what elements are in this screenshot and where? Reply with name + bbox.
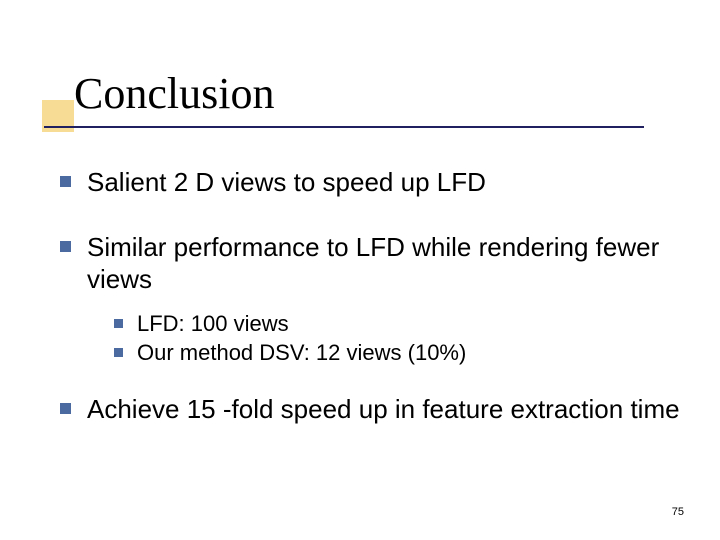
slide: Conclusion Salient 2 D views to speed up… — [0, 0, 720, 540]
square-bullet-icon — [114, 348, 123, 357]
slide-body: Salient 2 D views to speed up LFD Simila… — [60, 166, 680, 425]
bullet-item: Salient 2 D views to speed up LFD — [60, 166, 680, 199]
sub-bullet-group: LFD: 100 views Our method DSV: 12 views … — [114, 310, 680, 367]
slide-number: 75 — [672, 506, 684, 518]
bullet-item: Achieve 15 -fold speed up in feature ext… — [60, 393, 680, 426]
slide-title: Conclusion — [74, 68, 274, 119]
bullet-text: Similar performance to LFD while renderi… — [87, 231, 680, 296]
square-bullet-icon — [60, 241, 71, 252]
sub-bullet-item: Our method DSV: 12 views (10%) — [114, 339, 680, 367]
bullet-text: Achieve 15 -fold speed up in feature ext… — [87, 393, 680, 426]
square-bullet-icon — [60, 403, 71, 414]
sub-bullet-text: Our method DSV: 12 views (10%) — [137, 339, 466, 367]
square-bullet-icon — [114, 319, 123, 328]
sub-bullet-item: LFD: 100 views — [114, 310, 680, 338]
bullet-item: Similar performance to LFD while renderi… — [60, 231, 680, 296]
title-wrap: Conclusion — [74, 68, 274, 119]
sub-bullet-text: LFD: 100 views — [137, 310, 289, 338]
title-underline — [44, 126, 644, 128]
square-bullet-icon — [60, 176, 71, 187]
bullet-text: Salient 2 D views to speed up LFD — [87, 166, 486, 199]
